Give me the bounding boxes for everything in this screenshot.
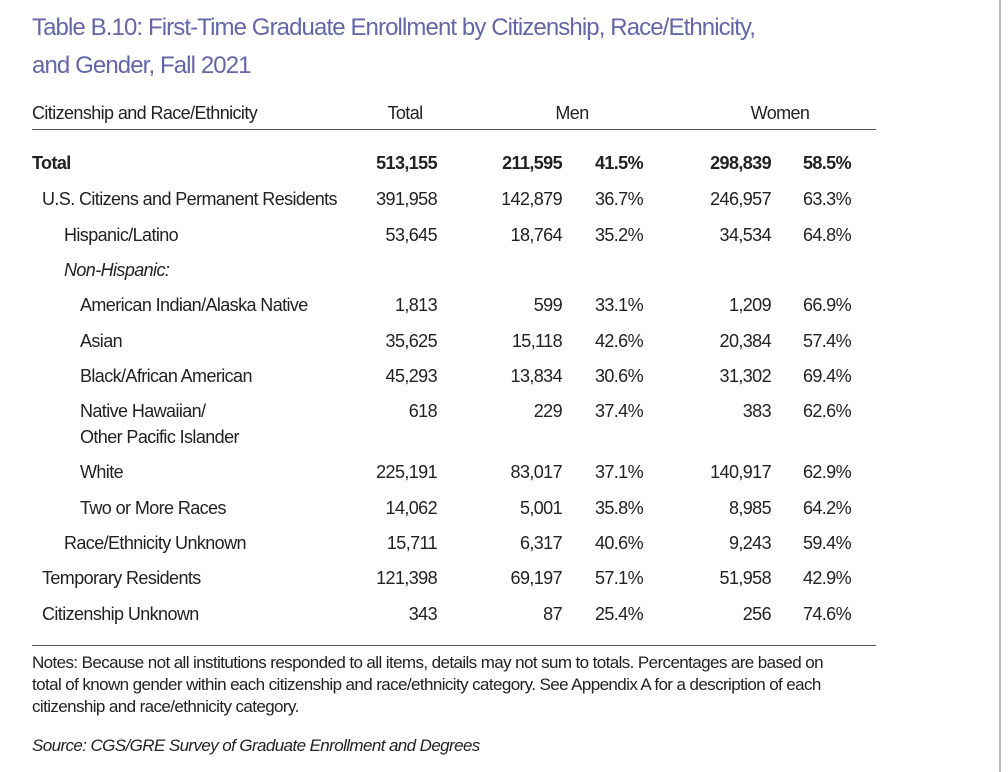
percent-cell: 599 bbox=[533, 295, 563, 315]
count-cell: 57.1% bbox=[594, 568, 644, 588]
count-cell: 41.5% bbox=[594, 153, 644, 173]
count-cell: 40.6% bbox=[594, 533, 644, 553]
count-cell: 618 bbox=[408, 401, 438, 421]
row-label: U.S. Citizens and Permanent Residents bbox=[42, 189, 338, 209]
percent-cell: 140,917 bbox=[710, 462, 771, 482]
row-label: Other Pacific Islander bbox=[80, 427, 239, 447]
count-cell: 36.7% bbox=[594, 189, 644, 209]
percent-cell: 256 bbox=[742, 604, 772, 624]
percent-cell: 298,839 bbox=[710, 153, 771, 173]
count-cell: 62.6% bbox=[802, 401, 852, 421]
count-cell: 513,155 bbox=[376, 153, 437, 173]
rule bbox=[32, 645, 876, 646]
percent-cell: 18,764 bbox=[510, 225, 563, 245]
count-cell: 15,711 bbox=[386, 533, 438, 553]
count-cell: 1,813 bbox=[394, 295, 438, 315]
count-cell: 25.4% bbox=[594, 604, 644, 624]
percent-cell: 15,118 bbox=[511, 331, 563, 351]
count-cell: 64.2% bbox=[802, 498, 852, 518]
row-label: Non-Hispanic: bbox=[64, 260, 170, 280]
percent-cell: 31,302 bbox=[719, 366, 772, 386]
percent-cell: 211,595 bbox=[502, 153, 562, 173]
count-cell: 62.9% bbox=[802, 462, 852, 482]
count-cell: 42.6% bbox=[594, 331, 644, 351]
title: and Gender, Fall 2021 bbox=[32, 52, 252, 79]
count-cell: 121,398 bbox=[376, 568, 437, 588]
count-cell: 63.3% bbox=[802, 189, 852, 209]
percent-cell: 13,834 bbox=[510, 366, 563, 386]
source: Source: CGS/GRE Survey of Graduate Enrol… bbox=[32, 736, 480, 755]
percent-cell: 83,017 bbox=[510, 462, 563, 482]
count-cell: 35.2% bbox=[594, 225, 644, 245]
count-cell: 33.1% bbox=[594, 295, 644, 315]
percent-cell: 1,209 bbox=[728, 295, 772, 315]
count-cell: 59.4% bbox=[802, 533, 852, 553]
row-label: Black/African American bbox=[80, 366, 252, 386]
count-cell: 57.4% bbox=[802, 331, 852, 351]
percent-cell: 8,985 bbox=[728, 498, 772, 518]
count-cell: 30.6% bbox=[594, 366, 644, 386]
count-cell: 37.4% bbox=[594, 401, 644, 421]
column-header: Women bbox=[750, 103, 810, 123]
percent-cell: 229 bbox=[533, 401, 563, 421]
count-cell: 74.6% bbox=[802, 604, 852, 624]
row-label: Citizenship Unknown bbox=[42, 604, 199, 624]
row-label: Race/Ethnicity Unknown bbox=[64, 533, 247, 553]
column-header: Total bbox=[387, 103, 423, 123]
count-cell: 69.4% bbox=[802, 366, 852, 386]
percent-cell: 9,243 bbox=[728, 533, 772, 553]
row-label: White bbox=[80, 462, 124, 482]
row-label: Hispanic/Latino bbox=[64, 225, 179, 245]
column-header: Men bbox=[555, 103, 589, 123]
count-cell: 66.9% bbox=[802, 295, 852, 315]
count-cell: 58.5% bbox=[802, 153, 852, 173]
notes: Notes: Because not all institutions resp… bbox=[32, 653, 824, 716]
percent-cell: 69,197 bbox=[510, 568, 563, 588]
row-label: Asian bbox=[80, 331, 123, 351]
column-header: Citizenship and Race/Ethnicity bbox=[32, 103, 258, 123]
count-cell: 53,645 bbox=[385, 225, 438, 245]
percent-cell: 5,001 bbox=[519, 498, 563, 518]
percent-cell: 87 bbox=[543, 604, 562, 624]
title: Table B.10: First-Time Graduate Enrollme… bbox=[32, 14, 756, 41]
count-cell: 391,958 bbox=[376, 189, 437, 209]
border bbox=[999, 0, 1001, 772]
count-cell: 42.9% bbox=[802, 568, 852, 588]
percent-cell: 383 bbox=[742, 401, 772, 421]
row-label: Total bbox=[32, 153, 71, 173]
percent-cell: 34,534 bbox=[719, 225, 772, 245]
row-label: Two or More Races bbox=[80, 498, 226, 518]
count-cell: 343 bbox=[408, 604, 438, 624]
count-cell: 35,625 bbox=[385, 331, 438, 351]
row-label: Native Hawaiian/ bbox=[80, 401, 206, 421]
rule bbox=[32, 129, 876, 130]
percent-cell: 142,879 bbox=[501, 189, 562, 209]
count-cell: 64.8% bbox=[802, 225, 852, 245]
row-label: American Indian/Alaska Native bbox=[80, 295, 308, 315]
row-label: Temporary Residents bbox=[42, 568, 201, 588]
count-cell: 45,293 bbox=[385, 366, 438, 386]
count-cell: 225,191 bbox=[376, 462, 437, 482]
percent-cell: 6,317 bbox=[519, 533, 563, 553]
percent-cell: 20,384 bbox=[719, 331, 772, 351]
percent-cell: 246,957 bbox=[710, 189, 771, 209]
count-cell: 35.8% bbox=[594, 498, 644, 518]
percent-cell: 51,958 bbox=[719, 568, 772, 588]
count-cell: 14,062 bbox=[385, 498, 438, 518]
count-cell: 37.1% bbox=[594, 462, 644, 482]
